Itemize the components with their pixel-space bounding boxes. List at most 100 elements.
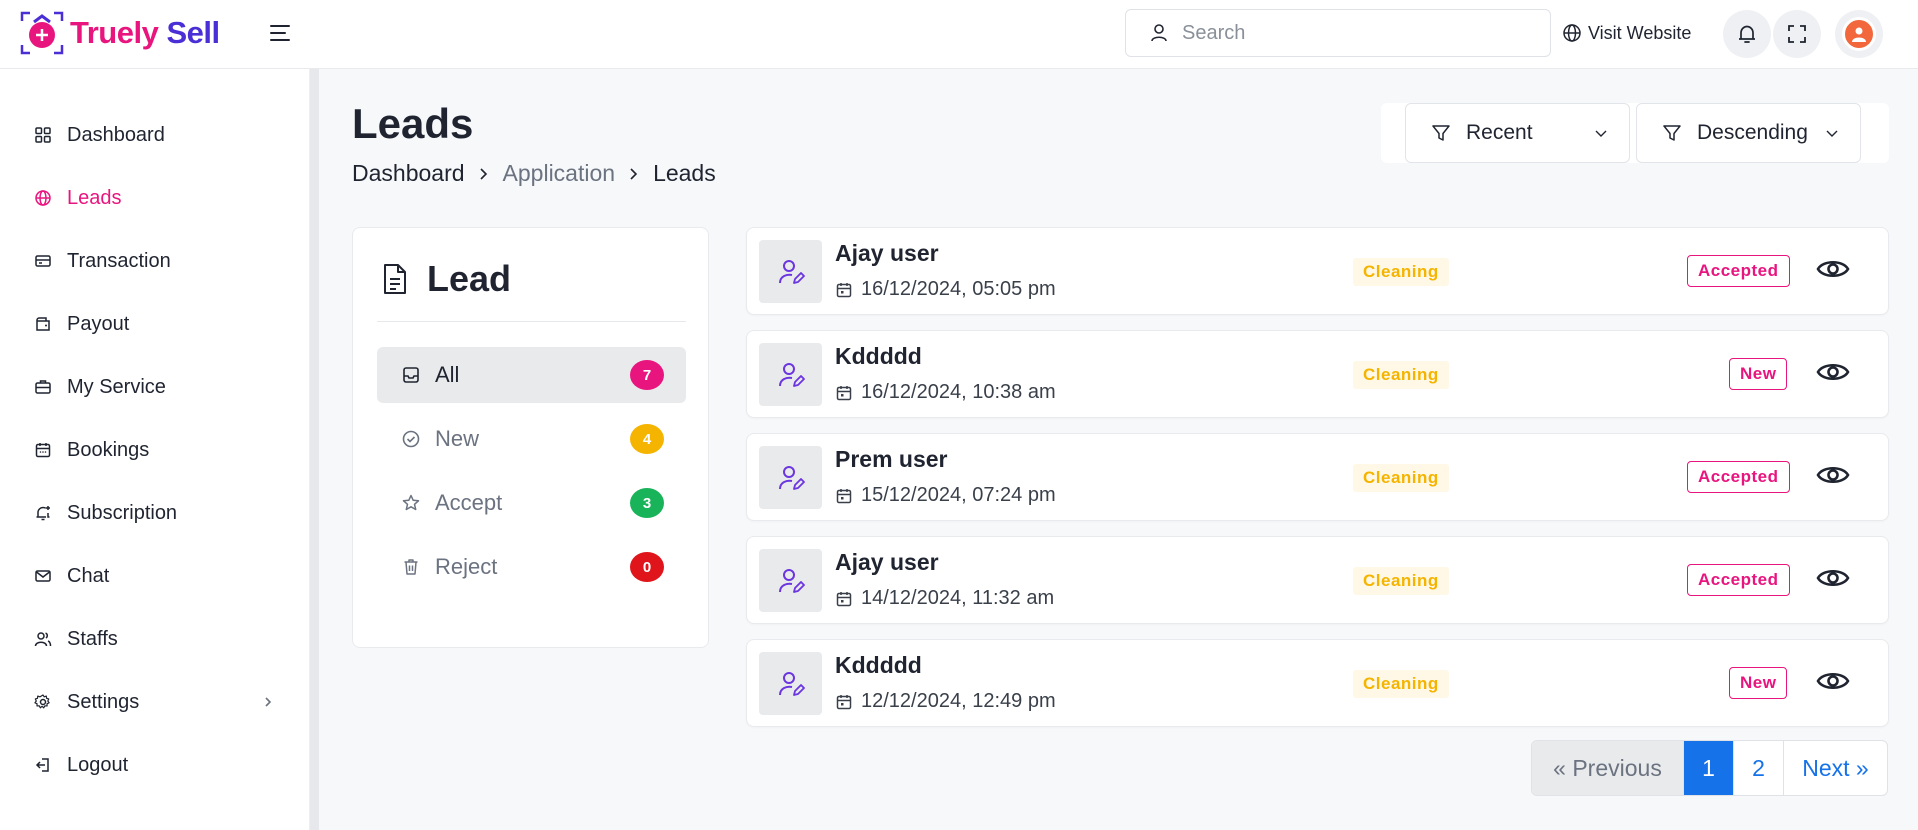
lead-row[interactable]: Ajay user 16/12/2024, 05:05 pm Cleaning … xyxy=(746,227,1889,315)
order-filter-dropdown[interactable]: Descending xyxy=(1636,103,1861,163)
lead-date: 15/12/2024, 07:24 pm xyxy=(835,484,1056,507)
sidebar-item-payout[interactable]: Payout xyxy=(34,309,290,339)
lead-row[interactable]: Prem user 15/12/2024, 07:24 pm Cleaning … xyxy=(746,433,1889,521)
visit-website-link[interactable]: Visit Website xyxy=(1562,20,1691,46)
status-badge: New xyxy=(1729,358,1788,390)
sidebar-item-leads[interactable]: Leads xyxy=(34,183,290,213)
menu-toggle-icon[interactable] xyxy=(268,22,292,44)
chevron-down-icon xyxy=(1595,130,1607,137)
category-count-badge: 0 xyxy=(630,552,664,582)
fullscreen-button[interactable] xyxy=(1773,10,1821,58)
sidebar-item-label: Logout xyxy=(67,753,129,776)
user-edit-icon xyxy=(778,465,805,490)
logo[interactable]: Truely Sell xyxy=(20,10,220,56)
pagination: « Previous 1 2 Next » xyxy=(1531,740,1888,796)
notifications-button[interactable] xyxy=(1723,10,1771,58)
logo-text-sell: Sell xyxy=(166,15,220,50)
calendar-icon xyxy=(35,443,51,458)
lead-card-title: Lead xyxy=(381,258,511,300)
category-all[interactable]: All 7 xyxy=(377,347,686,403)
lead-date-text: 16/12/2024, 05:05 pm xyxy=(861,278,1056,300)
sidebar-item-label: Subscription xyxy=(67,501,178,524)
lead-avatar xyxy=(759,549,822,612)
sidebar-item-transaction[interactable]: Transaction xyxy=(34,246,290,276)
sidebar-item-chat[interactable]: Chat xyxy=(34,561,290,591)
user-edit-icon xyxy=(778,362,805,387)
view-button[interactable] xyxy=(1815,666,1851,696)
eye-icon xyxy=(1816,569,1850,587)
logo-icon xyxy=(20,11,64,55)
lead-row[interactable]: Ajay user 14/12/2024, 11:32 am Cleaning … xyxy=(746,536,1889,624)
lead-name: Kddddd xyxy=(835,343,922,369)
view-button[interactable] xyxy=(1815,357,1851,387)
user-edit-icon xyxy=(778,568,805,593)
lead-avatar xyxy=(759,343,822,406)
search-input[interactable] xyxy=(1182,21,1522,45)
service-badge: Cleaning xyxy=(1353,361,1449,389)
category-reject[interactable]: Reject 0 xyxy=(377,539,686,595)
service-badge: Cleaning xyxy=(1353,670,1449,698)
logo-text: Truely Sell xyxy=(70,15,220,51)
pagination-previous[interactable]: « Previous xyxy=(1532,741,1683,795)
sidebar-item-my-service[interactable]: My Service xyxy=(34,372,290,402)
lead-date: 12/12/2024, 12:49 pm xyxy=(835,690,1056,713)
lead-date-text: 15/12/2024, 07:24 pm xyxy=(861,484,1056,506)
status-badge: Accepted xyxy=(1687,461,1790,493)
user-avatar[interactable] xyxy=(1835,10,1883,58)
pagination-page-2[interactable]: 2 xyxy=(1733,741,1783,795)
top-bar: Truely Sell Visit Website xyxy=(0,0,1918,69)
star-icon xyxy=(402,494,420,511)
divider xyxy=(377,321,686,322)
sidebar-item-label: My Service xyxy=(67,375,166,398)
check-circle-icon xyxy=(402,430,420,448)
pagination-page-1[interactable]: 1 xyxy=(1683,741,1733,795)
lead-row[interactable]: Kddddd 12/12/2024, 12:49 pm Cleaning New xyxy=(746,639,1889,727)
chevron-right-icon xyxy=(265,697,272,707)
sidebar-item-label: Dashboard xyxy=(67,123,165,146)
sidebar-item-label: Settings xyxy=(67,690,140,713)
category-label: Reject xyxy=(435,554,498,579)
eye-icon xyxy=(1816,672,1850,690)
pagination-next[interactable]: Next » xyxy=(1783,741,1887,795)
search-box[interactable] xyxy=(1125,9,1551,57)
sidebar-item-label: Leads xyxy=(67,186,122,209)
breadcrumb-leads: Leads xyxy=(653,160,716,186)
sidebar-item-dashboard[interactable]: Dashboard xyxy=(34,120,290,150)
sidebar-item-bookings[interactable]: Bookings xyxy=(34,435,290,465)
calendar-icon xyxy=(836,385,852,400)
globe-icon xyxy=(35,190,51,206)
service-badge: Cleaning xyxy=(1353,258,1449,286)
sort-filter-value: Recent xyxy=(1466,121,1533,144)
user-edit-icon xyxy=(778,671,805,696)
document-icon xyxy=(384,264,406,294)
view-button[interactable] xyxy=(1815,254,1851,284)
bell-plus-icon xyxy=(36,506,50,521)
breadcrumb-dashboard[interactable]: Dashboard xyxy=(352,160,465,186)
lead-name: Ajay user xyxy=(835,240,939,266)
lead-name: Kddddd xyxy=(835,652,922,678)
category-accept[interactable]: Accept 3 xyxy=(377,475,686,531)
lead-name: Ajay user xyxy=(835,549,939,575)
sidebar-item-settings[interactable]: Settings xyxy=(34,687,290,717)
category-label: New xyxy=(435,426,480,451)
sidebar-item-label: Payout xyxy=(67,312,130,335)
service-badge: Cleaning xyxy=(1353,567,1449,595)
view-button[interactable] xyxy=(1815,563,1851,593)
sidebar-item-subscription[interactable]: Subscription xyxy=(34,498,290,528)
sidebar-item-staffs[interactable]: Staffs xyxy=(34,624,290,654)
lead-date-text: 16/12/2024, 10:38 am xyxy=(861,381,1056,403)
category-new[interactable]: New 4 xyxy=(377,411,686,467)
sort-filter-dropdown[interactable]: Recent xyxy=(1405,103,1630,163)
user-search-icon xyxy=(1151,24,1167,42)
sidebar-scrollbar[interactable] xyxy=(310,69,319,830)
briefcase-icon xyxy=(35,380,51,394)
eye-icon xyxy=(1816,363,1850,381)
sidebar-item-logout[interactable]: Logout xyxy=(34,750,290,780)
lead-row[interactable]: Kddddd 16/12/2024, 10:38 am Cleaning New xyxy=(746,330,1889,418)
lead-name: Prem user xyxy=(835,446,948,472)
inbox-icon xyxy=(403,367,419,383)
wallet-icon xyxy=(36,317,50,331)
breadcrumb-application[interactable]: Application xyxy=(502,160,616,186)
category-label: All xyxy=(435,362,460,387)
view-button[interactable] xyxy=(1815,460,1851,490)
